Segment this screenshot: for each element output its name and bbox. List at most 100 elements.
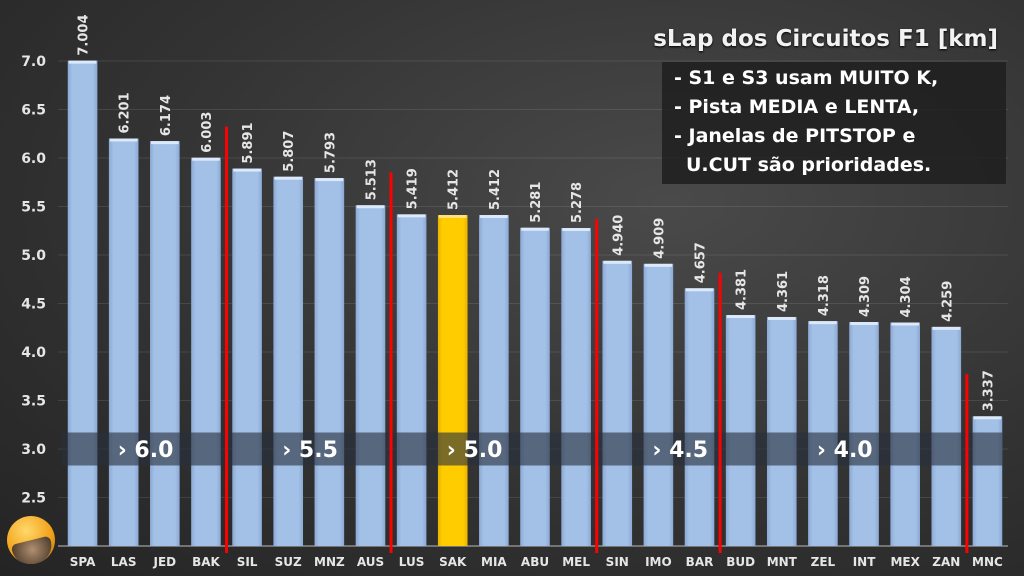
y-tick-label: 6.0: [21, 151, 46, 167]
y-tick-label: 4.0: [21, 345, 46, 361]
value-label: 4.381: [735, 269, 750, 310]
value-label: 4.909: [652, 218, 667, 259]
bar-top-bevel: [274, 176, 303, 180]
note-line: - Janelas de PITSTOP e: [674, 125, 916, 147]
x-tick-label: BAR: [686, 555, 714, 569]
value-label: 6.201: [118, 92, 133, 133]
bar-top-bevel: [521, 227, 549, 231]
x-tick-label: MIA: [481, 555, 507, 569]
bar-top-bevel: [973, 416, 1002, 420]
value-label: 7.004: [77, 14, 92, 55]
bar-top-bevel: [603, 260, 632, 264]
y-tick-label: 3.0: [21, 442, 46, 458]
value-label: 5.891: [241, 122, 256, 163]
band-label: › 6.0: [118, 438, 174, 463]
bar-top-bevel: [192, 157, 220, 161]
x-tick-label: ZAN: [932, 555, 960, 569]
y-tick-label: 7.0: [21, 54, 46, 70]
bar-top-bevel: [767, 316, 796, 320]
value-label: 4.361: [776, 271, 791, 312]
x-tick-label: BUD: [726, 555, 755, 569]
threshold-band: › 6.0 › 5.5 › 5.0 › 4.5 › 4.0: [62, 432, 1003, 466]
bar-top-bevel: [726, 315, 755, 319]
bar-top-bevel: [562, 228, 590, 232]
x-tick-label: MNZ: [314, 555, 345, 569]
value-label: 5.513: [364, 159, 379, 200]
bar-top-bevel: [932, 326, 961, 330]
value-label: 6.174: [159, 95, 174, 136]
y-tick-label: 2.5: [21, 491, 46, 507]
value-label: 5.278: [570, 182, 585, 223]
note-line: - Pista MEDIA e LENTA,: [674, 96, 920, 118]
bar: [314, 178, 345, 547]
value-label: 5.412: [447, 169, 462, 210]
bar: [479, 215, 509, 546]
bar-top-bevel: [397, 214, 426, 218]
bar-top-bevel: [315, 178, 344, 182]
notes-box: - S1 e S3 usam MUITO K, - Pista MEDIA e …: [662, 62, 1006, 184]
x-tick-label: LUS: [399, 555, 425, 569]
value-label: 4.259: [940, 281, 955, 322]
y-axis: 2.5 3.0 3.5 4.0 4.5 5.0 5.5 6.0 6.5 7.0: [21, 54, 46, 507]
x-tick-label: LAS: [111, 555, 137, 569]
x-tick-label: SUZ: [275, 555, 302, 569]
value-label: 4.657: [694, 242, 709, 283]
value-label: 5.412: [488, 169, 503, 210]
y-tick-label: 5.0: [21, 248, 46, 264]
chart-title: sLap dos Circuitos F1 [km]: [653, 26, 998, 52]
author-avatar-icon: [7, 516, 55, 564]
band-label: › 5.5: [282, 438, 338, 463]
bar-top-bevel: [233, 168, 261, 172]
x-tick-label: SIN: [606, 555, 629, 569]
y-tick-label: 6.5: [21, 103, 46, 119]
value-label: 4.318: [817, 275, 832, 316]
bar: [725, 315, 756, 546]
note-line: U.CUT são prioridades.: [686, 154, 932, 176]
value-label: 5.807: [282, 131, 297, 172]
bar: [643, 263, 674, 546]
bar: [67, 60, 98, 546]
bar-top-bevel: [809, 321, 837, 325]
value-label: 3.337: [981, 370, 996, 411]
bar: [273, 176, 304, 546]
value-label: 5.281: [529, 182, 544, 223]
value-labels: 7.004 6.201 6.174 6.003 5.891 5.807 5.793 5.513…: [77, 14, 997, 411]
bar: [150, 141, 180, 546]
y-tick-label: 5.5: [21, 200, 46, 216]
bar-top-bevel: [480, 215, 508, 219]
x-tick-label: MEX: [890, 555, 920, 569]
bar-top-bevel: [438, 215, 467, 219]
threshold-band-rect: [62, 432, 1003, 466]
bar: [396, 214, 427, 546]
bar-top-bevel: [109, 138, 138, 142]
bar: [191, 157, 221, 547]
value-label: 5.419: [406, 168, 421, 209]
x-tick-label: BAK: [192, 555, 220, 569]
x-tick-label: AUS: [357, 555, 384, 569]
x-tick-label: SIL: [237, 555, 258, 569]
x-tick-label: SAK: [439, 555, 467, 569]
y-tick-label: 4.5: [21, 297, 46, 313]
bar-top-bevel: [68, 60, 97, 64]
x-tick-label: INT: [853, 555, 877, 569]
y-tick-label: 3.5: [21, 394, 46, 410]
value-label: 4.304: [899, 276, 914, 317]
x-tick-label: MNC: [972, 555, 1003, 569]
value-label: 4.940: [611, 215, 626, 256]
band-label: › 4.5: [652, 438, 708, 463]
bar: [684, 288, 715, 546]
band-label: › 4.0: [817, 438, 873, 463]
value-label: 4.309: [858, 276, 873, 317]
x-tick-label: IMO: [645, 555, 672, 569]
x-tick-label: ZEL: [811, 555, 836, 569]
band-label: › 5.0: [447, 438, 503, 463]
value-label: 6.003: [200, 112, 215, 153]
bar-top-bevel: [850, 322, 878, 326]
x-tick-label: ABU: [521, 555, 549, 569]
group-separators: [225, 126, 969, 553]
bar: [355, 205, 386, 546]
bar-top-bevel: [644, 263, 673, 267]
x-tick-label: JED: [153, 555, 177, 569]
bar-top-bevel: [151, 141, 179, 145]
